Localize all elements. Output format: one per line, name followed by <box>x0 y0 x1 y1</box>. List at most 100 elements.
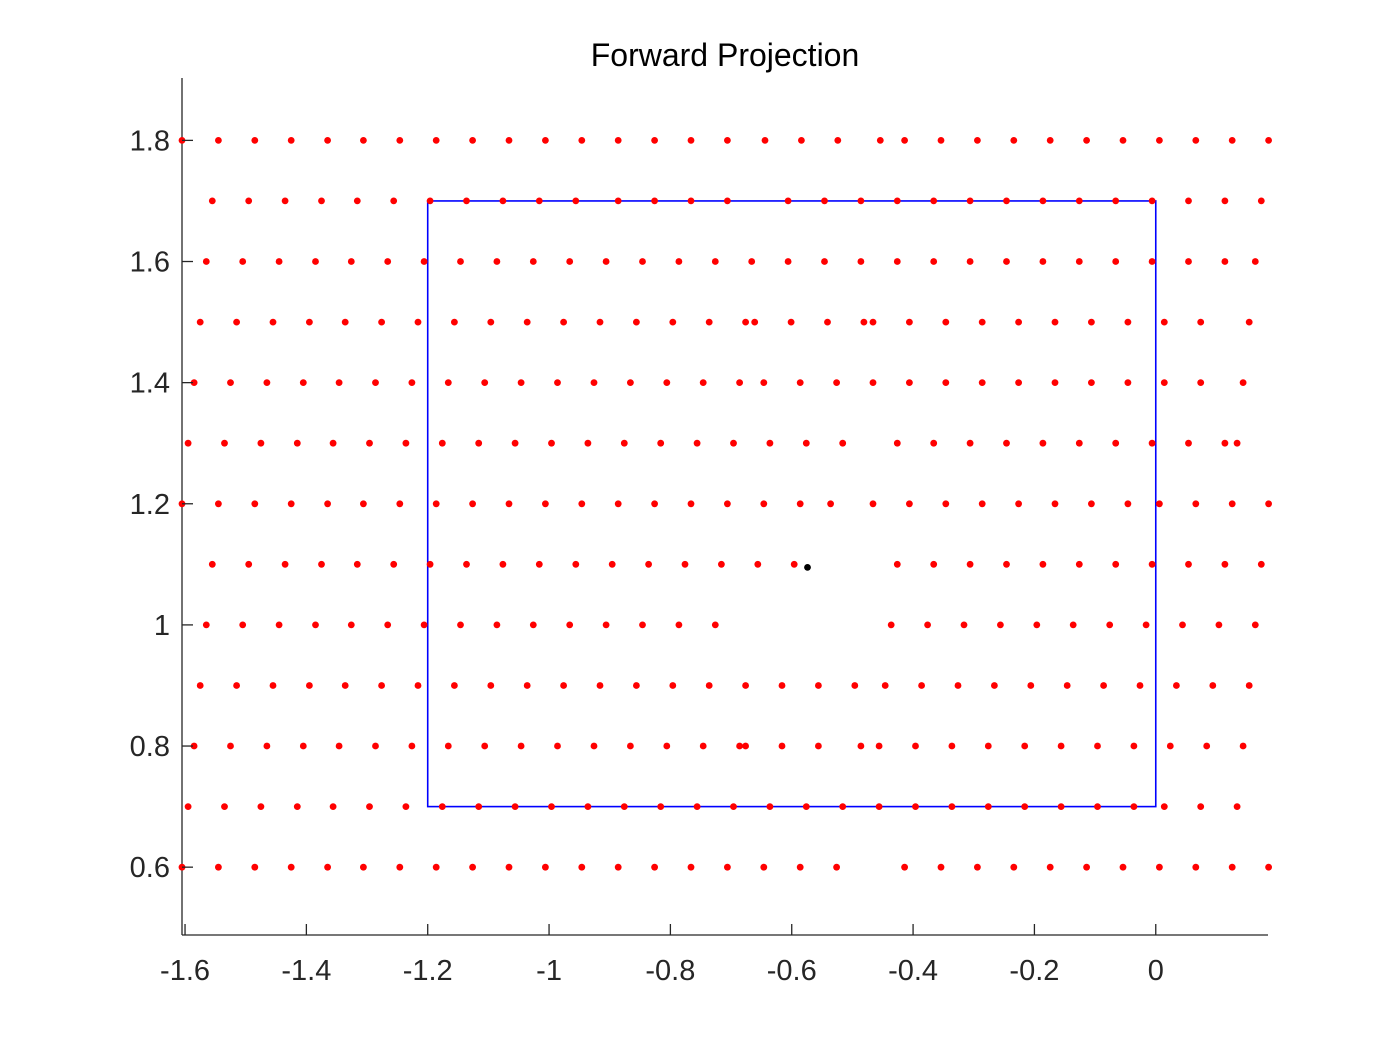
data-point <box>184 439 192 447</box>
data-point <box>578 500 586 508</box>
data-point <box>269 318 277 326</box>
data-point <box>360 137 367 144</box>
data-point <box>1003 197 1010 205</box>
data-point <box>584 803 592 810</box>
data-point <box>1046 863 1054 871</box>
data-point <box>281 560 289 568</box>
data-point <box>432 863 440 871</box>
data-point <box>1130 803 1138 810</box>
data-point <box>1124 500 1132 508</box>
data-point <box>293 439 301 447</box>
data-point <box>511 803 519 810</box>
data-point <box>1166 742 1174 750</box>
data-point <box>693 803 701 810</box>
data-point <box>578 137 586 144</box>
data-point <box>1203 742 1211 750</box>
data-point <box>1257 197 1265 205</box>
data-point <box>860 318 868 326</box>
data-point <box>1010 137 1018 144</box>
rectangle-layer <box>426 200 1157 808</box>
data-point <box>432 500 440 508</box>
data-point <box>881 682 889 689</box>
data-point <box>341 682 349 689</box>
data-point <box>724 863 731 871</box>
data-point <box>554 742 561 750</box>
data-point <box>1239 379 1247 386</box>
data-point <box>299 742 307 750</box>
data-point <box>1112 560 1120 568</box>
data-point <box>918 682 925 689</box>
data-point <box>869 379 877 386</box>
data-point <box>1221 197 1229 205</box>
data-point <box>196 318 204 326</box>
data-point <box>1088 500 1095 508</box>
data-point <box>1051 318 1059 326</box>
x-tick-label: -1 <box>536 955 562 987</box>
data-point <box>827 500 834 508</box>
data-point <box>1094 803 1101 810</box>
data-point <box>796 863 804 871</box>
data-point <box>306 682 313 689</box>
data-point <box>444 742 452 750</box>
data-point <box>438 439 446 447</box>
data-point <box>190 379 198 386</box>
data-point <box>651 500 658 508</box>
data-point <box>438 803 446 810</box>
data-point <box>748 258 756 265</box>
data-point <box>834 137 842 144</box>
data-point <box>778 742 786 750</box>
data-point <box>1228 137 1236 144</box>
x-tick-label: -1.4 <box>281 955 331 987</box>
data-point <box>318 197 325 205</box>
data-point <box>754 560 762 568</box>
data-point <box>633 682 640 689</box>
data-point <box>893 439 901 447</box>
data-point <box>784 197 792 205</box>
data-point <box>802 439 810 447</box>
x-tick-label: -1.6 <box>160 955 210 987</box>
data-point <box>263 379 271 386</box>
data-point <box>493 621 501 629</box>
data-point <box>414 682 422 689</box>
data-point <box>639 258 646 265</box>
data-point <box>614 500 622 508</box>
data-point <box>505 137 513 144</box>
data-point <box>590 379 598 386</box>
data-point <box>730 439 737 447</box>
data-point <box>517 379 525 386</box>
data-point <box>906 318 913 326</box>
data-point <box>937 137 945 144</box>
data-point <box>366 439 373 447</box>
data-point <box>1015 318 1022 326</box>
data-point <box>1192 500 1200 508</box>
data-point <box>287 137 295 144</box>
data-point <box>761 137 769 144</box>
data-point <box>245 560 253 568</box>
data-point <box>960 621 968 629</box>
data-point <box>887 621 895 629</box>
data-point <box>542 137 549 144</box>
data-point <box>341 318 349 326</box>
data-point <box>1192 137 1200 144</box>
data-point <box>227 742 234 750</box>
y-tick-label: 1.6 <box>130 247 170 279</box>
data-point <box>221 439 228 447</box>
data-point <box>893 560 901 568</box>
data-point <box>1228 863 1236 871</box>
data-point <box>335 742 343 750</box>
data-point <box>202 258 210 265</box>
data-point <box>499 197 507 205</box>
data-point <box>869 318 877 326</box>
data-point <box>875 803 883 810</box>
data-point <box>1142 621 1150 629</box>
data-point <box>1233 439 1241 447</box>
data-point <box>857 742 865 750</box>
data-point <box>384 258 392 265</box>
data-point <box>1156 137 1163 144</box>
data-point <box>402 803 410 810</box>
data-point <box>687 137 695 144</box>
data-point <box>1185 560 1192 568</box>
data-point <box>930 197 938 205</box>
data-point <box>324 863 331 871</box>
data-point <box>275 621 283 629</box>
